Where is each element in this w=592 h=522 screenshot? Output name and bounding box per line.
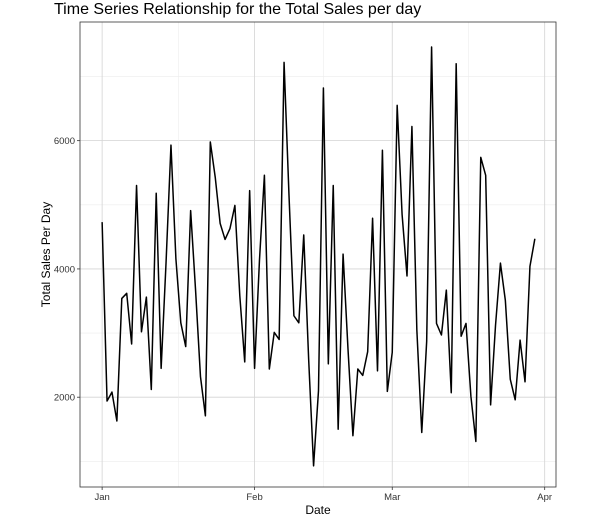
x-tick-label: Feb xyxy=(246,492,262,503)
x-tick-label: Apr xyxy=(537,492,552,503)
y-tick-label: 4000 xyxy=(54,264,75,275)
plot-background xyxy=(80,22,556,487)
x-tick-label: Jan xyxy=(94,492,109,503)
plot-border xyxy=(79,21,557,488)
y-tick-label: 2000 xyxy=(54,393,75,404)
series-line xyxy=(101,46,536,467)
x-axis-title: Date xyxy=(305,503,331,517)
axes: 2000 4000 6000 Jan Feb Mar Apr xyxy=(54,21,557,503)
x-tick-label: Mar xyxy=(384,492,400,503)
y-tick-label: 6000 xyxy=(54,136,75,147)
plot-panel xyxy=(80,22,556,487)
grid xyxy=(80,22,556,487)
y-axis-title: Total Sales Per Day xyxy=(39,202,53,307)
chart-title: Time Series Relationship for the Total S… xyxy=(54,1,422,18)
series-layer xyxy=(101,46,536,467)
